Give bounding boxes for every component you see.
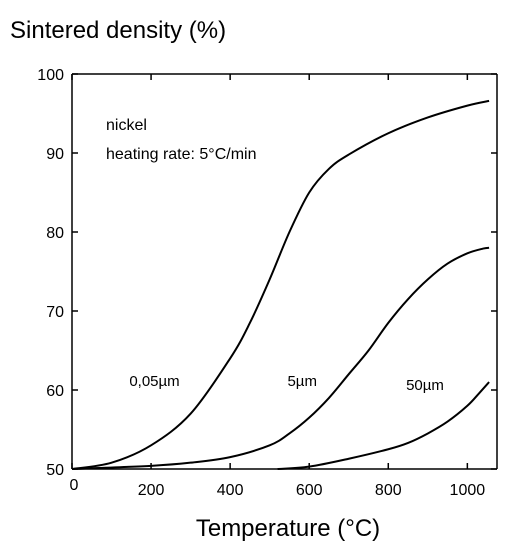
x-tick-label: 1000: [450, 482, 486, 499]
chart-title: Sintered density (%): [10, 17, 226, 44]
annotation-material: nickel: [106, 117, 147, 134]
x-tick-label: 600: [296, 482, 323, 499]
tick-labels: 0 200 400 600 800 1000 50 60 70 80 90 100: [37, 67, 485, 499]
series-line-0: [71, 99, 490, 470]
x-tick-label: 800: [375, 482, 402, 499]
series-label-1: 5µm: [287, 373, 316, 390]
x-tick-label: 200: [138, 482, 165, 499]
ticks: [71, 73, 497, 470]
series-line-2: [277, 381, 490, 470]
annotation-heating-rate: heating rate: 5°C/min: [106, 146, 256, 163]
x-tick-label: 0: [70, 477, 79, 494]
y-tick-label: 70: [46, 304, 64, 321]
series-lines: [71, 99, 490, 470]
y-tick-label: 100: [37, 67, 64, 84]
series-labels: 0,05µm 5µm 50µm: [129, 373, 444, 394]
series-label-2: 50µm: [406, 377, 444, 394]
x-axis-label: Temperature (°C): [196, 515, 380, 542]
y-tick-label: 50: [46, 462, 64, 479]
series-line-1: [71, 246, 490, 470]
series-label-0: 0,05µm: [129, 373, 179, 390]
y-tick-label: 60: [46, 383, 64, 400]
x-tick-label: 400: [217, 482, 244, 499]
y-tick-label: 90: [46, 146, 64, 163]
y-tick-label: 80: [46, 225, 64, 242]
